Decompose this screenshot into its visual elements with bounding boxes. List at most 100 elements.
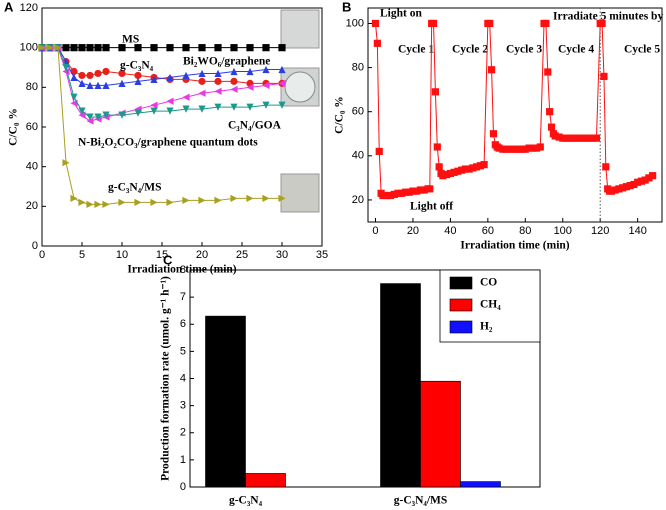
marker (246, 67, 254, 76)
marker (166, 97, 174, 105)
marker (94, 113, 102, 121)
panel-label: C (163, 252, 173, 267)
marker (182, 93, 190, 101)
marker (435, 163, 443, 171)
marker (70, 99, 78, 107)
y-tick-label: 100 (20, 42, 38, 54)
marker (78, 44, 86, 52)
marker (46, 44, 54, 52)
marker (198, 77, 206, 85)
marker (94, 44, 102, 52)
series-label: g-C₃N₄ (120, 60, 154, 72)
series-label: g-C₃N₄/MS (108, 182, 162, 194)
legend-swatch (449, 298, 473, 312)
marker (480, 161, 488, 169)
marker (134, 44, 142, 52)
marker (230, 103, 238, 111)
marker (86, 44, 94, 52)
x-tick-label: 140 (628, 225, 646, 237)
marker (182, 44, 190, 52)
y-tick-label: 20 (26, 200, 38, 212)
marker (78, 198, 86, 206)
marker (118, 111, 126, 119)
y-tick-label: 4 (180, 372, 186, 384)
marker (78, 111, 86, 119)
annotation: Cycle 2 (452, 44, 488, 56)
marker (426, 185, 434, 193)
marker (546, 108, 554, 116)
marker (198, 44, 206, 52)
marker (150, 107, 158, 115)
marker (542, 19, 550, 28)
marker (598, 19, 606, 28)
inset-photo-dish (284, 71, 316, 103)
marker (375, 147, 383, 156)
panel-label: A (4, 0, 14, 14)
annotation: Cycle 3 (506, 44, 542, 56)
y-tick-label: 80 (26, 81, 38, 93)
legend-label: CO (480, 277, 497, 289)
marker (230, 44, 238, 52)
y-tick-label: 60 (26, 121, 38, 133)
marker (150, 101, 158, 109)
marker (214, 77, 222, 85)
marker (102, 111, 110, 119)
marker (166, 107, 174, 115)
marker (166, 198, 174, 206)
x-tick-label: 30 (276, 249, 288, 261)
y-tick-label: 40 (26, 161, 38, 173)
x-axis-title: Irradiation time (min) (127, 264, 236, 276)
annotation: Cycle 1 (398, 44, 434, 56)
y-tick-label: 100 (346, 17, 364, 29)
x-tick-label: 0 (39, 249, 45, 261)
marker (214, 87, 222, 95)
marker (600, 72, 608, 80)
marker (246, 103, 254, 111)
marker (166, 44, 174, 52)
marker (86, 81, 94, 89)
y-tick-label: 80 (352, 61, 364, 73)
x-axis-title: Irradiation time (min) (460, 240, 569, 252)
y-tick-label: 0 (32, 240, 38, 252)
marker (592, 134, 601, 142)
y-tick-label: 3 (180, 400, 186, 412)
x-tick-label: 60 (482, 225, 494, 237)
series-label: MS (122, 34, 139, 46)
y-tick-label: 0 (180, 481, 186, 493)
marker (371, 19, 380, 28)
bar (245, 473, 286, 488)
legend-swatch (449, 276, 473, 290)
marker (429, 19, 438, 28)
marker (489, 130, 498, 138)
marker (38, 44, 46, 52)
y-tick-label: 5 (180, 345, 186, 357)
marker (431, 88, 440, 96)
series-label: Bi₂WO₆/graphene (183, 56, 270, 68)
marker (198, 69, 206, 78)
marker (278, 79, 286, 87)
marker (262, 44, 270, 52)
annotation: Light off (410, 201, 453, 213)
marker (246, 44, 254, 52)
legend-label: H₂ (480, 321, 493, 333)
marker (86, 200, 94, 208)
x-tick-label: 15 (156, 249, 168, 261)
marker (150, 44, 158, 52)
marker (70, 93, 78, 101)
marker (278, 194, 286, 202)
marker (102, 200, 110, 208)
annotation: Cycle 5 (624, 44, 660, 56)
y-tick-label: 1 (180, 454, 186, 466)
x-tick-label: 20 (407, 225, 419, 237)
y-tick-label: 120 (20, 2, 38, 14)
marker (278, 65, 286, 74)
annotation: Cycle 4 (558, 44, 594, 56)
marker (86, 113, 94, 121)
series-label: N-Bi₂O₂CO₃/graphene quantum dots (78, 137, 258, 149)
x-tick-label: 100 (554, 225, 572, 237)
marker (182, 105, 190, 113)
y-tick-label: 2 (180, 427, 186, 439)
y-axis-title: C/C₀ % (8, 108, 20, 146)
legend-swatch (449, 320, 473, 334)
marker (214, 103, 222, 111)
